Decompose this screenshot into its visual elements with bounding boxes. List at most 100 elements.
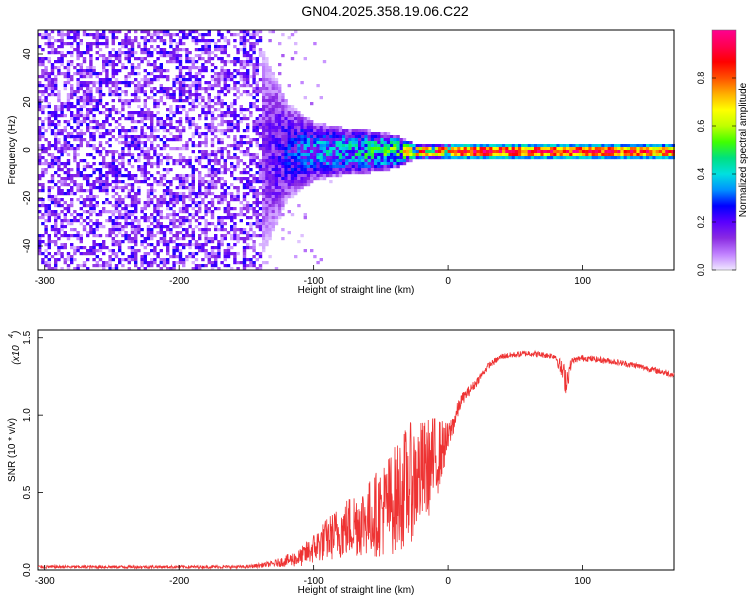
spectrogram-cell	[594, 153, 599, 157]
spectrogram-cell	[63, 144, 67, 148]
spectrogram-cell	[178, 198, 183, 202]
spectrogram-cell	[175, 261, 179, 265]
spectrogram-cell	[223, 63, 227, 67]
spectrogram-cell	[271, 147, 275, 151]
spectrogram-cell	[57, 201, 61, 205]
spectrogram-cell	[217, 171, 221, 175]
spectrogram-cell	[252, 69, 256, 73]
spectrogram-cell	[54, 171, 58, 175]
spectrogram-cell	[76, 78, 80, 82]
spectrogram-cell	[121, 240, 125, 244]
spectrogram-cell	[207, 252, 211, 256]
spectrogram-cell	[268, 93, 272, 97]
spectrogram-cell	[111, 249, 115, 253]
spectrogram-cell	[310, 132, 314, 136]
spectrogram-cell	[236, 60, 240, 64]
spectrogram-cell	[50, 195, 55, 199]
spectrogram-cell	[114, 126, 119, 130]
spectrogram-cell	[498, 150, 503, 154]
spectrogram-cell	[140, 87, 144, 91]
spectrogram-cell	[111, 195, 115, 199]
spectrogram-cell	[130, 204, 135, 208]
spectrogram-cell	[63, 141, 67, 145]
spectrogram-cell	[162, 195, 167, 199]
spectrogram-cell	[166, 123, 170, 127]
spectrogram-cell	[188, 165, 192, 169]
spectrogram-cell	[268, 78, 272, 82]
spectrogram-cell	[268, 168, 272, 172]
spectrogram-cell	[38, 45, 42, 49]
spectrogram-cell	[246, 93, 250, 97]
spectrogram-cell	[233, 81, 237, 85]
spectrogram-cell	[351, 141, 355, 145]
spectrogram-cell	[188, 72, 192, 76]
spectrogram-cell	[220, 153, 224, 157]
spectrogram-cell	[102, 123, 106, 127]
spectrogram-cell	[76, 84, 80, 88]
spectrogram-cell	[47, 243, 51, 247]
spectrogram-cell	[614, 153, 618, 157]
spectrogram-cell	[76, 51, 80, 55]
spectrogram-cell	[262, 186, 266, 190]
spectrogram-cell	[668, 153, 672, 157]
spectrogram-cell	[105, 117, 109, 121]
spectrogram-cell	[351, 159, 355, 163]
spectrogram-cell	[252, 246, 256, 250]
spectrogram-cell	[44, 105, 48, 109]
spectrogram-cell	[162, 258, 167, 262]
spectrogram-cell	[73, 228, 77, 232]
spectrogram-cell	[207, 42, 211, 46]
spectrogram-cell	[172, 204, 176, 208]
spectrogram-cell	[63, 171, 67, 175]
spectrogram-cell	[172, 195, 176, 199]
spectrogram-cell	[246, 69, 250, 73]
spectrogram-cell	[217, 114, 221, 118]
spectrogram-cell	[297, 240, 301, 244]
spectrogram-cell	[146, 78, 151, 82]
spectrogram-cell	[150, 144, 154, 148]
spectrogram-cell	[66, 141, 71, 145]
spectrogram-cell	[182, 210, 186, 214]
spectrogram-cell	[38, 81, 42, 85]
spectrogram-cell	[220, 183, 224, 187]
spectrogram-cell	[332, 168, 336, 172]
spectrogram-cell	[146, 264, 151, 268]
spectrogram-cell	[121, 135, 125, 139]
spectrogram-cell	[306, 162, 311, 166]
spectrogram-cell	[194, 81, 199, 85]
spectrogram-cell	[217, 147, 221, 151]
spectrogram-cell	[178, 186, 183, 190]
spectrogram-cell	[156, 162, 160, 166]
spectrogram-cell	[124, 231, 128, 235]
spectrogram-cell	[114, 168, 119, 172]
spectrogram-cell	[178, 255, 183, 259]
spectrogram-cell	[166, 240, 170, 244]
spectrogram-cell	[191, 171, 195, 175]
spectrogram-cell	[230, 105, 234, 109]
spectrogram-cell	[159, 213, 163, 217]
snr-y-tick-label: 1.5	[22, 330, 33, 344]
spectrogram-cell	[111, 48, 115, 52]
spectrogram-cell	[374, 159, 378, 163]
spectrogram-cell	[338, 147, 343, 151]
spectrogram-cell	[118, 57, 122, 61]
spectrogram-cell	[242, 237, 247, 241]
spectrogram-cell	[262, 222, 266, 226]
spectrogram-cell	[89, 120, 93, 124]
spectrogram-cell	[41, 174, 45, 178]
spectrogram-cell	[198, 81, 202, 85]
spectrogram-cell	[409, 150, 413, 154]
spectrogram-cell	[54, 81, 58, 85]
spectrogram-cell	[172, 252, 176, 256]
spectrogram-cell	[262, 63, 266, 67]
spectrogram-cell	[326, 168, 330, 172]
spectrogram-cell	[326, 129, 330, 133]
spectrogram-cell	[367, 150, 371, 154]
spectrogram-cell	[342, 150, 346, 154]
spectrogram-cell	[252, 201, 256, 205]
spectrogram-cell	[89, 204, 93, 208]
spectrogram-cell	[399, 138, 403, 142]
spectrogram-cell	[130, 225, 135, 229]
spectrogram-cell	[172, 93, 176, 97]
spectrogram-cell	[182, 159, 186, 163]
